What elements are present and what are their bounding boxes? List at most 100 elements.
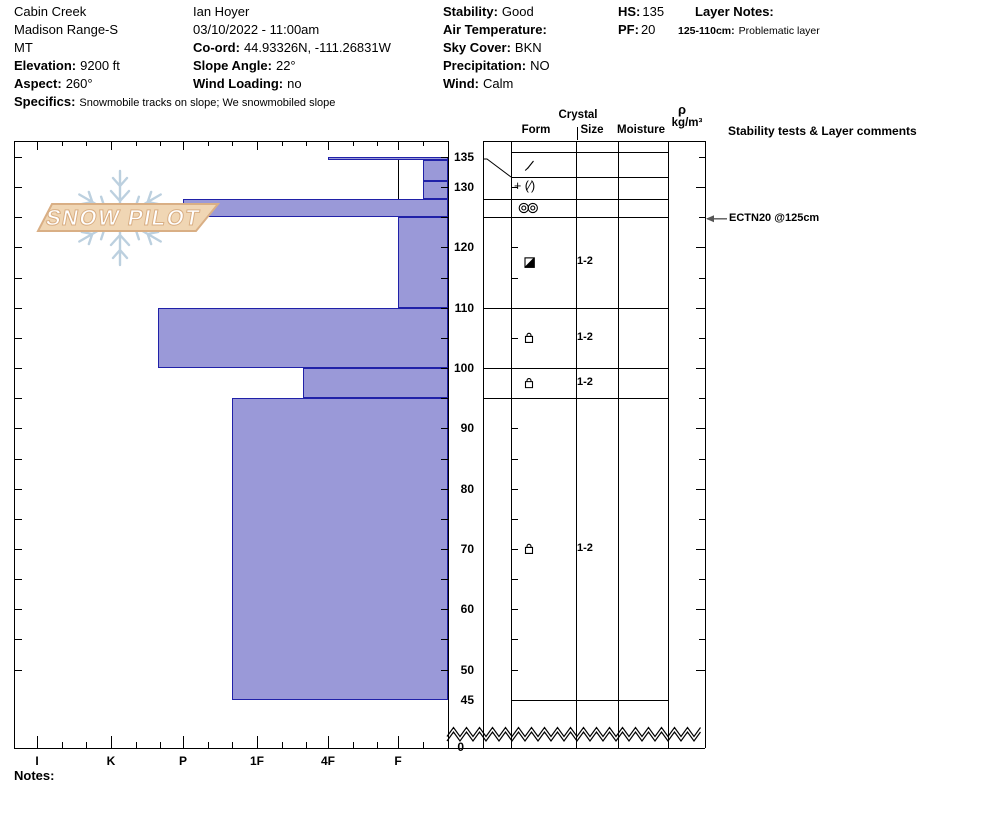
hardness-axis-label-4F: 4F	[320, 754, 336, 768]
depth-tick-plot-right	[441, 639, 448, 640]
depth-tick-plot-right	[441, 338, 448, 339]
hardness-minor-tick-top	[207, 141, 209, 146]
depth-label-130: 130	[453, 180, 474, 195]
depth-tick-table-left	[511, 338, 518, 339]
hardness-minor-tick-bottom	[232, 742, 234, 748]
wind-loading-line: Wind Loading: no	[193, 76, 302, 91]
depth-tick-plot-right	[441, 428, 448, 429]
depth-tick-plot-right	[441, 670, 448, 671]
hardness-major-tick-bottom	[328, 736, 329, 748]
depth-tick-table-left	[511, 639, 518, 640]
depth-tick-left	[14, 639, 22, 640]
stability-test-annotation: ECTN20 @125cm	[729, 211, 820, 224]
hardness-minor-tick-top	[61, 141, 63, 146]
depth-tick-table-left	[511, 398, 518, 399]
hardness-bar-layer-1	[328, 157, 448, 160]
depth-tick-left	[14, 368, 22, 369]
depth-tick-table-left	[511, 247, 518, 248]
depth-tick-table-left	[511, 308, 518, 309]
density-rho-header: ρ	[677, 102, 687, 117]
depth-tick-table-right	[699, 519, 705, 520]
hardness-major-tick-bottom	[37, 736, 38, 748]
layer-note-line: 125-110cm: Problematic layer	[678, 25, 820, 37]
depth-tick-table-left	[511, 217, 518, 218]
depth-tick-plot-right	[441, 157, 448, 158]
hardness-bar-layer-7	[303, 368, 448, 399]
depth-tick-left	[14, 157, 22, 158]
elevation-line: Elevation: 9200 ft	[14, 58, 120, 73]
hardness-axis-label-K: K	[106, 754, 116, 768]
grain-form-icon-dh	[524, 543, 534, 555]
depth-tick-table-left	[511, 519, 518, 520]
form-header: Form	[521, 124, 551, 136]
depth-tick-plot-right	[441, 308, 448, 309]
pf-line: PF: 20	[618, 22, 656, 37]
depth-tick-left	[14, 670, 22, 671]
hardness-major-tick-top	[183, 141, 184, 150]
hardness-bar-layer-3	[422, 181, 448, 200]
depth-tick-plot-right	[441, 549, 448, 550]
depth-tick-left	[14, 278, 22, 279]
grain-form-icon-df	[524, 160, 534, 171]
hardness-major-tick-bottom	[183, 736, 184, 748]
hardness-minor-tick-bottom	[86, 742, 88, 748]
air-temp-line: Air Temperature:	[443, 22, 547, 37]
depth-tick-plot-right	[441, 519, 448, 520]
table-column-line-1	[511, 141, 512, 748]
depth-tick-plot-right	[441, 187, 448, 188]
depth-tick-table-right	[696, 308, 705, 309]
depth-label-100: 100	[453, 361, 474, 376]
crystal-header: Crystal	[558, 109, 598, 121]
depth-tick-left	[14, 338, 22, 339]
grain-size-value: 1-2	[577, 541, 593, 554]
hardness-minor-tick-top	[281, 141, 283, 146]
hardness-axis-label-1F: 1F	[249, 754, 265, 768]
hardness-minor-tick-top	[306, 141, 308, 146]
hardness-minor-tick-top	[86, 141, 88, 146]
table-column-line-4	[668, 141, 669, 748]
depth-tick-table-right	[696, 187, 705, 188]
depth-tick-left	[14, 217, 22, 218]
depth-label-70: 70	[460, 541, 474, 556]
hardness-bar-layer-6	[158, 307, 448, 369]
depth-tick-plot-right	[441, 278, 448, 279]
depth-tick-plot-right	[441, 489, 448, 490]
specifics-line: Specifics: Snowmobile tracks on slope; We…	[14, 94, 336, 109]
hardness-minor-tick-top	[377, 141, 379, 146]
plot-bottom-axis	[14, 748, 705, 749]
site-range: Madison Range-S	[14, 22, 119, 37]
depth-label-60: 60	[460, 602, 474, 617]
watermark-text: SNOW PILOT	[44, 205, 203, 230]
stability-line: Stability: Good	[443, 4, 534, 19]
depth-label-120: 120	[453, 240, 474, 255]
hardness-minor-tick-bottom	[352, 742, 354, 748]
depth-tick-table-right	[696, 428, 705, 429]
hardness-major-tick-top	[328, 141, 329, 150]
table-column-line-5	[705, 141, 706, 748]
depth-tick-left	[14, 428, 22, 429]
hardness-major-tick-top	[111, 141, 112, 150]
depth-tick-left	[14, 579, 22, 580]
grain-form-icon-fcxr	[524, 257, 535, 268]
depth-tick-left	[14, 247, 22, 248]
hardness-major-tick-bottom	[111, 736, 112, 748]
hardness-minor-tick-top	[160, 141, 162, 146]
depth-label-50: 50	[460, 662, 474, 677]
depth-tick-table-right	[696, 247, 705, 248]
hardness-bar-layer-2	[422, 160, 448, 182]
site-name: Cabin Creek	[14, 4, 87, 19]
depth-tick-plot-right	[441, 579, 448, 580]
depth-label-90: 90	[460, 421, 474, 436]
depth-tick-table-left	[511, 670, 518, 671]
hardness-outline-line	[398, 160, 399, 200]
crystal-header-divider	[577, 127, 578, 140]
depth-label-110: 110	[454, 300, 474, 315]
depth-tick-plot-right	[441, 247, 448, 248]
grain-form-icon-mfcr	[518, 202, 538, 214]
layer-row-line	[511, 152, 668, 153]
snowpilot-watermark: SNOW PILOT	[36, 169, 221, 267]
depth-tick-plot-right	[441, 368, 448, 369]
depth-tick-table-right	[696, 368, 705, 369]
